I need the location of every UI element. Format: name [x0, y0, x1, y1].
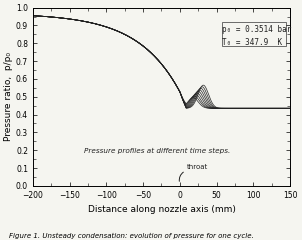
Text: throat: throat: [187, 164, 208, 170]
Text: T₀ = 347.9  K: T₀ = 347.9 K: [222, 38, 283, 47]
X-axis label: Distance along nozzle axis (mm): Distance along nozzle axis (mm): [88, 205, 235, 214]
Text: Figure 1. Unsteady condensation: evolution of pressure for one cycle.: Figure 1. Unsteady condensation: evoluti…: [9, 233, 254, 239]
Text: Pressure profiles at different time steps.: Pressure profiles at different time step…: [84, 148, 231, 154]
Y-axis label: Pressure ratio,  p/p₀: Pressure ratio, p/p₀: [4, 52, 13, 141]
Text: p₀ = 0.3514 bar: p₀ = 0.3514 bar: [222, 25, 292, 35]
